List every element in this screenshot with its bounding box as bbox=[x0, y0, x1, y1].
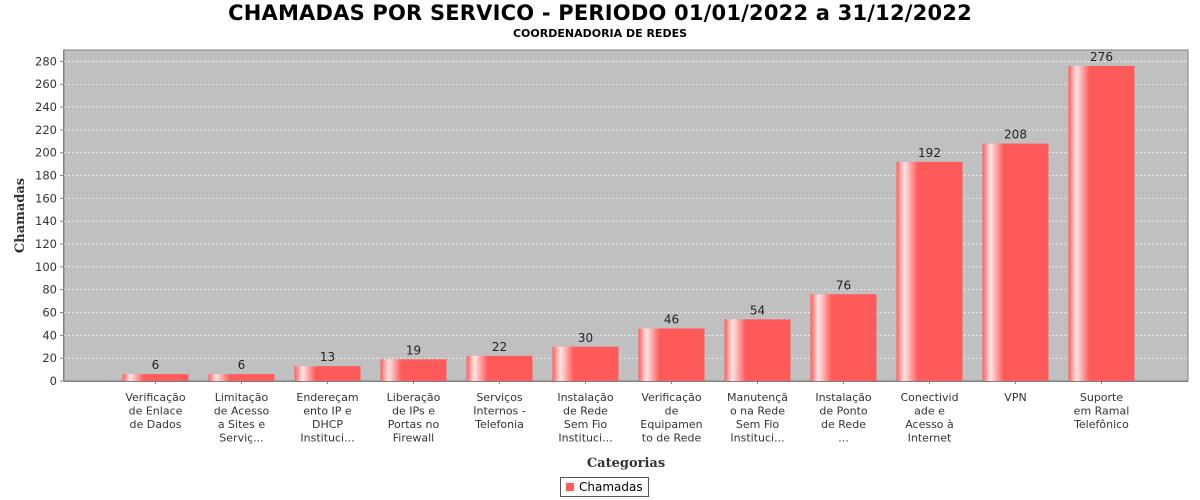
x-tick-label: to de Rede bbox=[642, 432, 702, 445]
y-tick-label: 160 bbox=[35, 191, 57, 205]
y-tick-label: 20 bbox=[42, 351, 57, 365]
bar bbox=[724, 319, 791, 381]
x-tick-label: Instituci... bbox=[730, 432, 784, 445]
x-tick-label: Conectivid bbox=[900, 391, 958, 404]
x-tick-label: Liberação bbox=[387, 391, 441, 404]
y-tick-label: 100 bbox=[35, 260, 57, 274]
y-tick-label: 60 bbox=[42, 306, 57, 320]
bar bbox=[638, 328, 705, 381]
y-tick-label: 260 bbox=[35, 77, 57, 91]
x-tick-label: de Ponto bbox=[819, 405, 868, 418]
x-tick-label: Firewall bbox=[393, 432, 434, 445]
x-tick-label: Internos - bbox=[473, 405, 526, 418]
x-tick-label: de Enlace bbox=[129, 405, 183, 418]
bar-value-label: 6 bbox=[238, 358, 246, 372]
x-tick-label: de Acesso bbox=[214, 405, 270, 418]
legend: Chamadas bbox=[560, 477, 649, 497]
bar-value-label: 6 bbox=[152, 358, 160, 372]
bar bbox=[896, 161, 963, 381]
bar bbox=[122, 374, 189, 381]
x-tick-label: Endereçam bbox=[296, 391, 358, 404]
x-axis-label: Categorias bbox=[587, 456, 665, 471]
x-tick-label: em Ramal bbox=[1074, 405, 1130, 418]
x-tick-label: Acesso à bbox=[905, 418, 954, 431]
x-tick-label: Serviços bbox=[476, 391, 523, 404]
x-tick-label: Sem Fio bbox=[736, 418, 780, 431]
bar-value-label: 208 bbox=[1004, 128, 1027, 142]
x-tick-label: Instituci... bbox=[300, 432, 354, 445]
x-tick-label: ... bbox=[838, 432, 849, 445]
bar-value-label: 276 bbox=[1090, 50, 1113, 64]
y-tick-label: 80 bbox=[42, 283, 57, 297]
x-tick-label: Equipamen bbox=[640, 418, 702, 431]
y-tick-label: 240 bbox=[35, 100, 57, 114]
x-tick-label: Telefonia bbox=[474, 418, 524, 431]
bar bbox=[208, 374, 275, 381]
bar-value-label: 13 bbox=[320, 350, 335, 364]
bar-value-label: 54 bbox=[750, 303, 765, 317]
x-tick-label: VPN bbox=[1004, 391, 1026, 404]
x-tick-label: Sem Fio bbox=[564, 418, 608, 431]
chart-title: CHAMADAS POR SERVICO - PERIODO 01/01/202… bbox=[228, 1, 972, 25]
legend-swatch bbox=[566, 483, 574, 491]
x-tick-label: Telefônico bbox=[1073, 418, 1129, 431]
bar-value-label: 46 bbox=[664, 312, 679, 326]
x-tick-label: Verificação bbox=[125, 391, 186, 404]
x-tick-label: Manutençã bbox=[727, 391, 788, 404]
bar bbox=[466, 355, 533, 381]
bar-value-label: 19 bbox=[406, 343, 421, 357]
x-tick-label: ade e bbox=[914, 405, 945, 418]
bar bbox=[552, 346, 619, 381]
bar bbox=[294, 366, 361, 381]
y-axis-label: Chamadas bbox=[13, 178, 28, 253]
bar-value-label: 192 bbox=[918, 146, 941, 160]
bar bbox=[982, 143, 1049, 381]
legend-label: Chamadas bbox=[579, 480, 643, 494]
y-tick-label: 120 bbox=[35, 237, 57, 251]
bar bbox=[810, 294, 877, 381]
x-tick-label: de bbox=[665, 405, 679, 418]
x-tick-label: o na Rede bbox=[730, 405, 785, 418]
bar bbox=[1068, 65, 1135, 381]
bar-value-label: 22 bbox=[492, 340, 507, 354]
x-tick-label: de IPs e bbox=[392, 405, 435, 418]
y-tick-label: 0 bbox=[50, 374, 57, 388]
y-tick-label: 180 bbox=[35, 169, 57, 183]
x-tick-label: Serviç... bbox=[219, 432, 263, 445]
bars: 6 6 13 19 22 30 46 54 76 192 208 276 bbox=[122, 50, 1135, 381]
x-tick-label: Verificação bbox=[641, 391, 702, 404]
x-tick-label: Instalação bbox=[557, 391, 614, 404]
x-tick-label: Instituci... bbox=[558, 432, 612, 445]
chart-subtitle: COORDENADORIA DE REDES bbox=[512, 27, 688, 40]
y-axis: 0 20 40 60 80 100 120 140 160 180 200 220 240 260 280 bbox=[35, 50, 64, 388]
bar-value-label: 30 bbox=[578, 331, 593, 345]
x-tick-label: Suporte bbox=[1080, 391, 1124, 404]
x-tick-label: a Sites e bbox=[218, 418, 266, 431]
y-tick-label: 220 bbox=[35, 123, 57, 137]
x-tick-label: Internet bbox=[908, 432, 952, 445]
y-tick-label: 40 bbox=[42, 328, 57, 342]
y-tick-label: 200 bbox=[35, 146, 57, 160]
bar-value-label: 76 bbox=[836, 278, 851, 292]
x-tick-label: DHCP bbox=[312, 418, 343, 431]
y-tick-label: 280 bbox=[35, 54, 57, 68]
x-tick-label: Instalação bbox=[815, 391, 872, 404]
x-tick-label: de Rede bbox=[821, 418, 866, 431]
y-tick-label: 140 bbox=[35, 214, 57, 228]
x-tick-label: Limitação bbox=[215, 391, 269, 404]
bar bbox=[380, 359, 447, 381]
x-tick-label: Portas no bbox=[388, 418, 440, 431]
x-tick-label: ento IP e bbox=[303, 405, 352, 418]
x-tick-label: de Dados bbox=[130, 418, 182, 431]
x-tick-label: de Rede bbox=[563, 405, 608, 418]
